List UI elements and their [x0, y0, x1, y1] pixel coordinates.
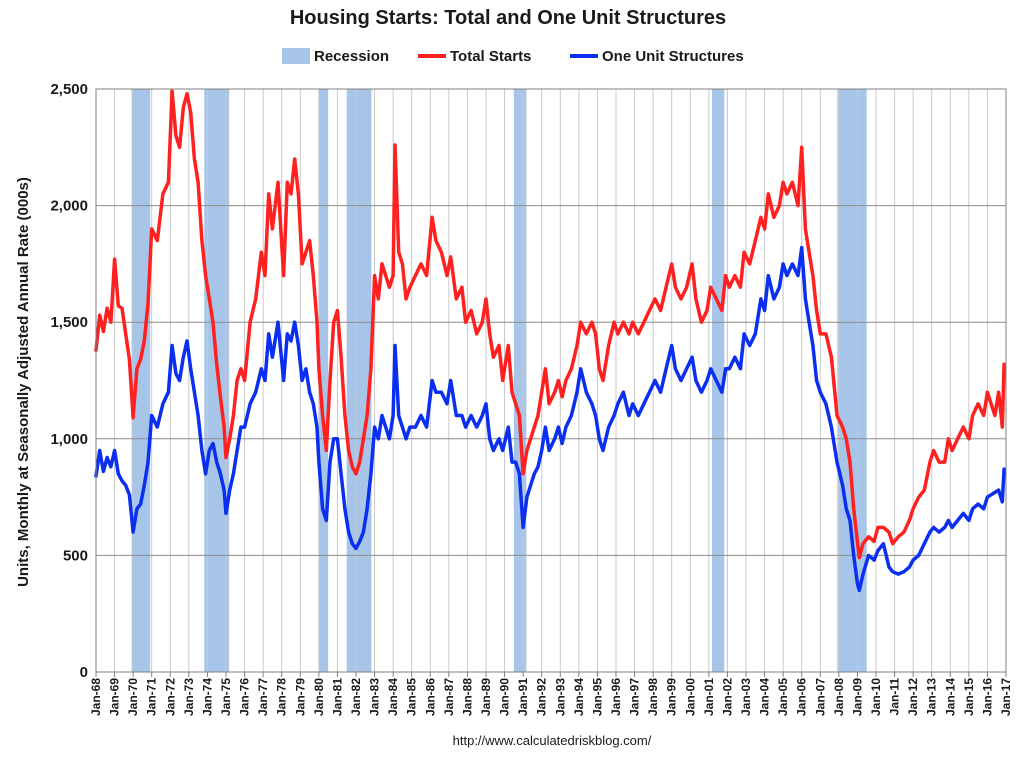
y-tick-label: 2,000 [50, 198, 88, 215]
y-tick-label: 1,500 [50, 314, 88, 331]
x-tick-label: Jan-92 [535, 678, 549, 716]
legend-swatch-recession [282, 48, 310, 64]
x-tick-label: Jan-72 [163, 678, 177, 716]
x-tick-label: Jan-76 [238, 678, 252, 716]
x-tick-label: Jan-13 [925, 678, 939, 716]
y-tick-label: 1,000 [50, 431, 88, 448]
recession-band-1 [131, 89, 151, 672]
x-tick-label: Jan-06 [795, 678, 809, 716]
x-tick-label: Jan-02 [720, 678, 734, 716]
x-tick-label: Jan-83 [368, 678, 382, 716]
legend-item-1: Recession [282, 48, 389, 65]
chart-axes: 0 500 1,000 1,500 2,000 2,500 Jan-68 Jan-69 Jan-… [50, 81, 1013, 716]
y-axis-label: Units, Monthly at Seasonally Adjusted An… [15, 177, 32, 587]
legend-label: Total Starts [450, 48, 531, 65]
x-tick-label: Jan-00 [683, 678, 697, 716]
x-tick-label: Jan-85 [405, 678, 419, 716]
plot-frame [95, 88, 1007, 673]
chart-title: Housing Starts: Total and One Unit Struc… [290, 7, 726, 29]
y-tick-label: 0 [80, 664, 88, 681]
legend-label: Recession [314, 48, 389, 65]
x-tick-label: Jan-10 [869, 678, 883, 716]
x-tick-label: Jan-73 [182, 678, 196, 716]
recession-bands [131, 89, 867, 672]
x-tick-label: Jan-11 [888, 678, 902, 716]
chart-series [94, 89, 1006, 593]
x-tick-label: Jan-04 [758, 678, 772, 716]
x-tick-label: Jan-99 [665, 678, 679, 716]
x-tick-label: Jan-96 [609, 678, 623, 716]
x-tick-label: Jan-75 [219, 678, 233, 716]
legend-item-2: Total Starts [418, 48, 531, 65]
x-tick-label: Jan-89 [479, 678, 493, 716]
x-tick-label: Jan-77 [256, 678, 270, 716]
chart-legend: Recession Total Starts One Unit Structures [282, 48, 744, 65]
x-tick-label: Jan-03 [739, 678, 753, 716]
x-tick-label: Jan-16 [980, 678, 994, 716]
recession-band-2 [204, 89, 230, 672]
x-tick-label: Jan-15 [962, 678, 976, 716]
x-tick-label: Jan-86 [423, 678, 437, 716]
x-tick-label: Jan-08 [832, 678, 846, 716]
x-tick-label: Jan-80 [312, 678, 326, 716]
series-line-one-unit-structures [94, 245, 1006, 593]
x-tick-label: Jan-12 [906, 678, 920, 716]
y-tick-label: 2,500 [50, 81, 88, 98]
x-tick-label: Jan-78 [275, 678, 289, 716]
x-tick-label: Jan-81 [330, 678, 344, 716]
x-tick-label: Jan-95 [590, 678, 604, 716]
x-tick-label: Jan-97 [628, 678, 642, 716]
x-tick-label: Jan-87 [442, 678, 456, 716]
x-tick-label: Jan-71 [145, 678, 159, 716]
x-tick-label: Jan-09 [850, 678, 864, 716]
x-tick-label: Jan-93 [553, 678, 567, 716]
x-tick-label: Jan-94 [572, 678, 586, 716]
legend-label: One Unit Structures [602, 48, 744, 65]
x-tick-label: Jan-88 [460, 678, 474, 716]
x-tick-label: Jan-82 [349, 678, 363, 716]
x-tick-label: Jan-69 [108, 678, 122, 716]
legend-item-3: One Unit Structures [570, 48, 744, 65]
chart-gridlines [95, 88, 1007, 673]
x-tick-label: Jan-17 [999, 678, 1013, 716]
x-tick-label: Jan-98 [646, 678, 660, 716]
x-tick-label: Jan-07 [813, 678, 827, 716]
x-tick-label: Jan-90 [498, 678, 512, 716]
y-tick-label: 500 [63, 547, 88, 564]
recession-band-5 [513, 89, 527, 672]
x-tick-label: Jan-05 [776, 678, 790, 716]
recession-band-4 [346, 89, 372, 672]
x-tick-label: Jan-91 [516, 678, 530, 716]
source-url: http://www.calculatedriskblog.com/ [453, 733, 652, 748]
x-tick-label: Jan-79 [293, 678, 307, 716]
x-tick-label: Jan-74 [200, 678, 214, 716]
x-tick-label: Jan-84 [386, 678, 400, 716]
x-tick-label: Jan-68 [89, 678, 103, 716]
x-tick-label: Jan-70 [126, 678, 140, 716]
series-line-total-starts [94, 89, 1006, 560]
x-tick-label: Jan-14 [943, 678, 957, 716]
x-tick-label: Jan-01 [702, 678, 716, 716]
recession-band-3 [318, 89, 329, 672]
